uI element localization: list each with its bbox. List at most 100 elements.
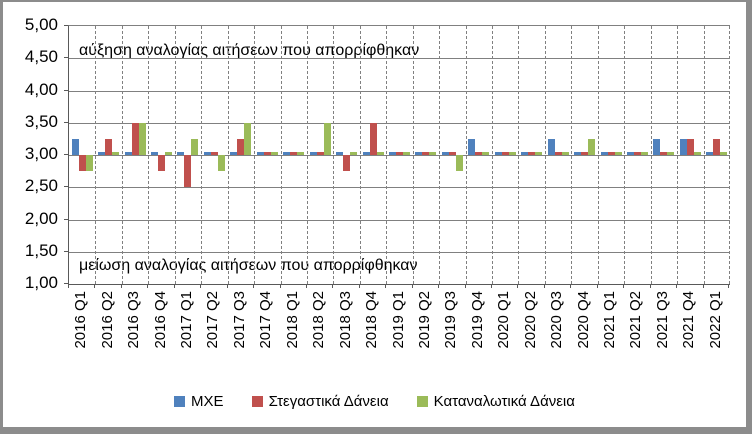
bar (634, 152, 641, 155)
legend-swatch (174, 395, 186, 407)
x-axis-tick (438, 284, 439, 288)
x-axis-tick (94, 284, 95, 288)
x-axis-tick (703, 284, 704, 288)
gridline-vertical (281, 26, 282, 284)
y-axis-tick (64, 90, 68, 91)
gridline-vertical (704, 26, 705, 284)
bar (257, 152, 264, 155)
gridline-vertical (254, 26, 255, 284)
chart-canvas: 5,00 4,50 4,00 3,50 3,00 2,50 2,00 1,50 1,00 αύξ… (3, 2, 746, 427)
bar (608, 152, 615, 155)
bar (139, 123, 146, 155)
x-axis-category-label: 2019 Q1 (390, 291, 407, 349)
x-axis-category-label: 2021 Q1 (601, 291, 618, 349)
x-axis-category-label: 2021 Q2 (627, 291, 644, 349)
gridline-vertical (307, 26, 308, 284)
gridline-vertical (175, 26, 176, 284)
annotation-increase: αύξηση αναλογίας αιτήσεων που απορρίφθηκ… (79, 42, 420, 59)
legend-label: Στεγαστικά Δάνεια (268, 392, 389, 410)
annotation-decrease: μείωση αναλογίας αιτήσεων που απορρίφθηκ… (79, 257, 418, 274)
y-axis-tick (64, 122, 68, 123)
gridline-vertical (201, 26, 202, 284)
bar (601, 152, 608, 155)
gridline-vertical (677, 26, 678, 284)
x-axis-tick (728, 284, 729, 288)
x-axis-category-label: 2020 Q2 (522, 291, 539, 349)
x-axis-tick (306, 284, 307, 288)
bar (132, 123, 139, 155)
x-axis-tick (491, 284, 492, 288)
y-axis-tick-label: 1,50 (24, 241, 58, 260)
x-axis-category-label: 2018 Q1 (284, 291, 301, 349)
x-axis-category-label: 2017 Q3 (231, 291, 248, 349)
legend: ΜΧΕ Στεγαστικά Δάνεια Καταναλωτικά Δάνεια (3, 390, 746, 412)
bar (72, 139, 79, 155)
bar (456, 155, 463, 171)
x-axis-tick (280, 284, 281, 288)
x-axis-tick (332, 284, 333, 288)
bar (158, 155, 165, 171)
x-axis-category-label: 2019 Q3 (442, 291, 459, 349)
x-axis-tick (200, 284, 201, 288)
gridline-vertical (729, 26, 730, 284)
bar (521, 152, 528, 155)
x-axis-category-label: 2016 Q1 (72, 291, 89, 349)
y-axis-tick (64, 251, 68, 252)
y-axis-tick-label: 3,00 (24, 144, 58, 163)
legend-label: ΜΧΕ (191, 392, 224, 410)
bar (694, 152, 701, 155)
x-axis-category-label: 2016 Q4 (152, 291, 169, 349)
x-axis-tick (465, 284, 466, 288)
x-axis-category-label: 2018 Q2 (310, 291, 327, 349)
bar (680, 139, 687, 155)
bar (495, 152, 502, 155)
gridline-vertical (386, 26, 387, 284)
bar (165, 152, 172, 155)
gridline-vertical (439, 26, 440, 284)
y-axis-tick (64, 186, 68, 187)
bar (574, 152, 581, 155)
x-axis-category-label: 2020 Q3 (548, 291, 565, 349)
legend-item: Καταναλωτικά Δάνεια (416, 392, 575, 410)
plot-area: αύξηση αναλογίας αιτήσεων που απορρίφθηκ… (68, 25, 730, 285)
gridline-vertical (624, 26, 625, 284)
x-axis-category-label: 2020 Q4 (575, 291, 592, 349)
y-axis-tick-label: 4,00 (24, 80, 58, 99)
x-axis-category-label: 2019 Q4 (469, 291, 486, 349)
legend-swatch (416, 395, 428, 407)
gridline-vertical (545, 26, 546, 284)
bar (244, 123, 251, 155)
gridline-horizontal (69, 155, 730, 156)
bar (468, 139, 475, 155)
bar (660, 152, 667, 155)
legend-swatch (251, 395, 263, 407)
y-axis-tick-label: 1,00 (24, 273, 58, 292)
legend-label: Καταναλωτικά Δάνεια (433, 392, 575, 410)
y-axis-tick (64, 57, 68, 58)
bar (112, 152, 119, 155)
bar (230, 152, 237, 155)
bar (184, 155, 191, 187)
y-axis-tick-label: 4,50 (24, 47, 58, 66)
bar (653, 139, 660, 155)
y-axis-tick (64, 25, 68, 26)
bar (535, 152, 542, 155)
x-axis-tick (147, 284, 148, 288)
bar (86, 155, 93, 171)
x-axis-category-label: 2022 Q1 (707, 291, 724, 349)
bar (588, 139, 595, 155)
bar (548, 139, 555, 155)
bar (403, 152, 410, 155)
bar (449, 152, 456, 155)
gridline-vertical (333, 26, 334, 284)
bar (370, 123, 377, 155)
x-axis-tick (359, 284, 360, 288)
bar (218, 155, 225, 171)
gridline-horizontal (69, 187, 730, 188)
x-axis-tick (623, 284, 624, 288)
bar (283, 152, 290, 155)
x-axis-tick (412, 284, 413, 288)
x-axis-category-label: 2016 Q3 (125, 291, 142, 349)
bar (363, 152, 370, 155)
